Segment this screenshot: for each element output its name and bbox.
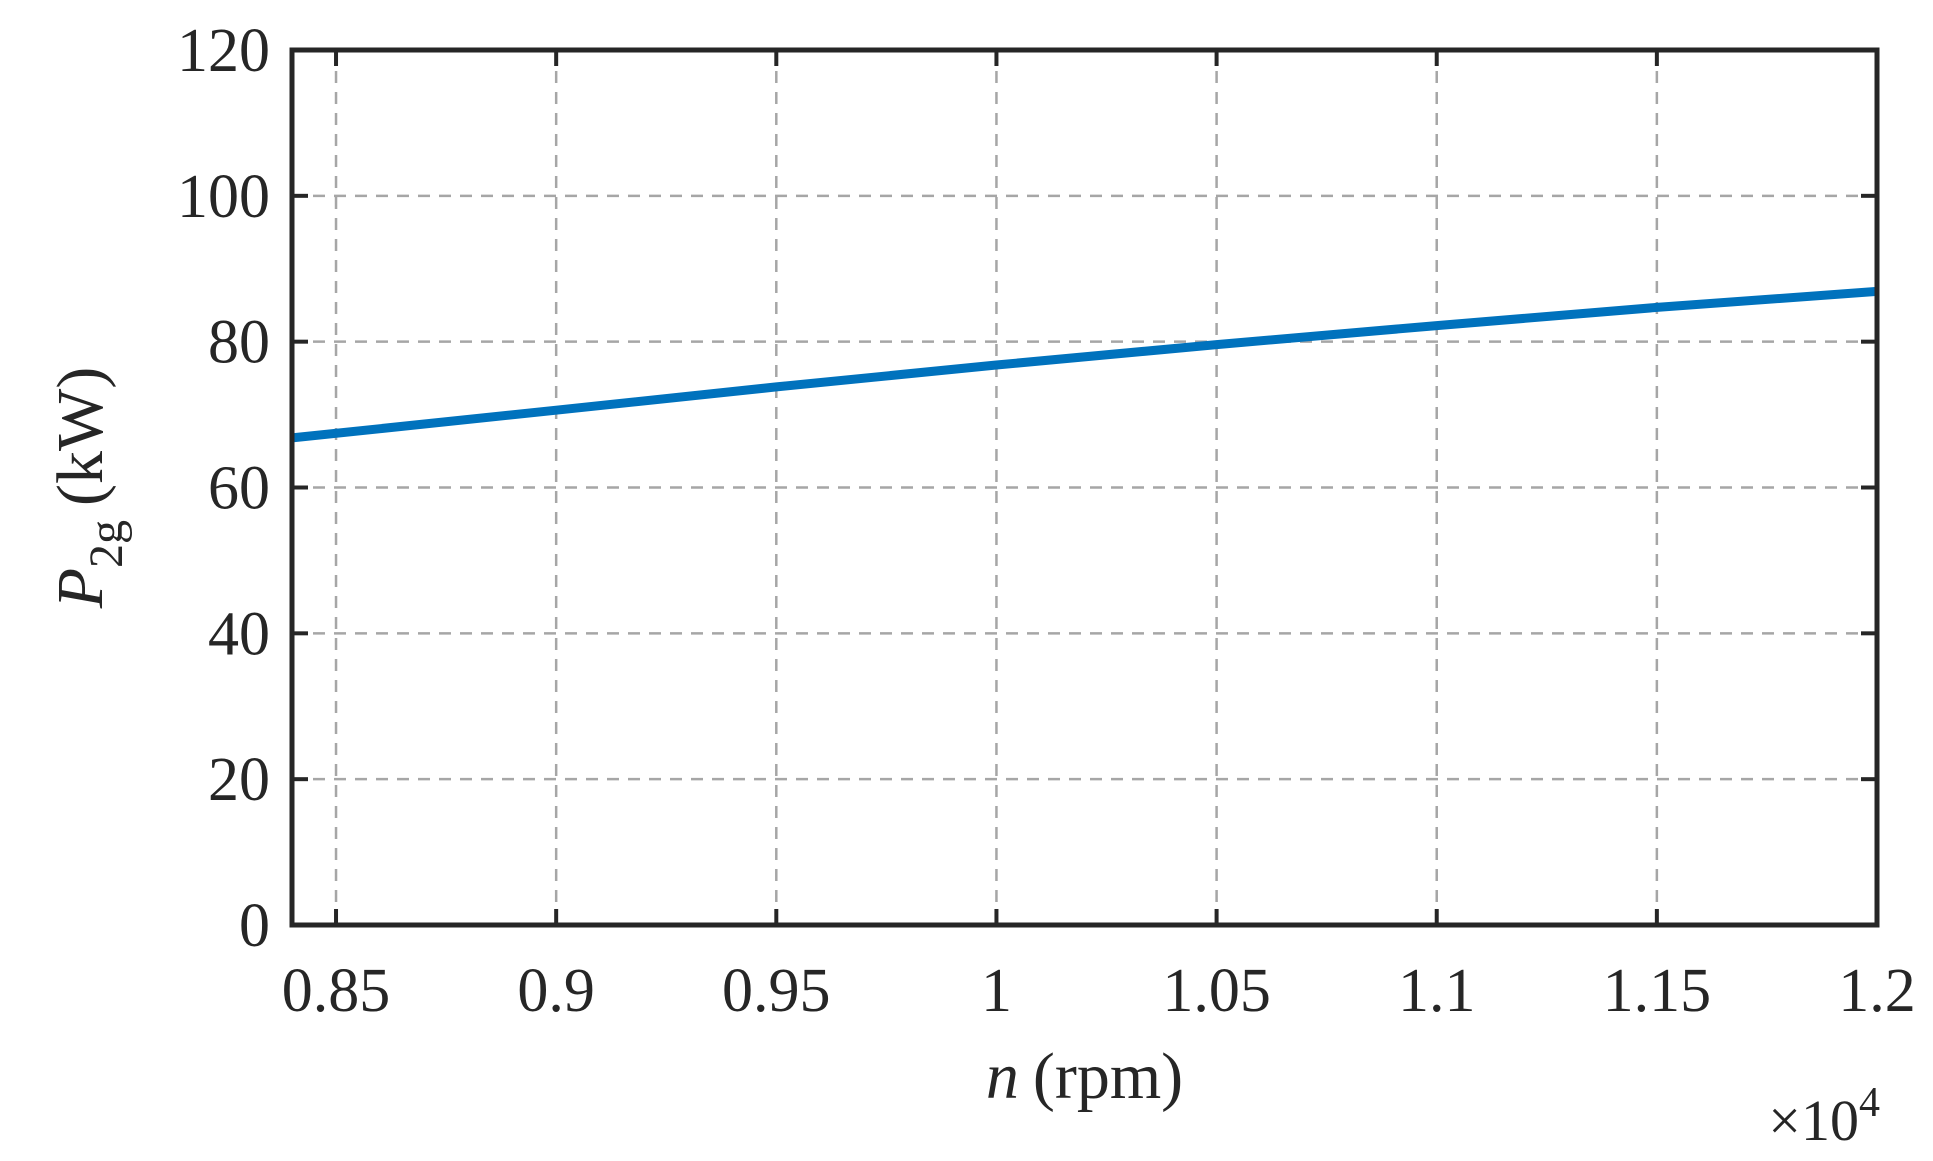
x-tick-label: 0.85 xyxy=(282,957,391,1025)
x-tick-label: 0.9 xyxy=(517,957,595,1025)
x-axis-unit: (rpm) xyxy=(1033,1040,1183,1113)
y-tick-label: 100 xyxy=(177,163,270,231)
x-axis-label: n (rpm) xyxy=(986,1040,1183,1113)
x-axis-multiplier: ×104 xyxy=(1768,1080,1880,1153)
y-axis-subscript: 2g xyxy=(80,520,133,568)
x-tick-label: 1 xyxy=(981,957,1012,1025)
tick-marks xyxy=(292,48,1879,927)
x-tick-label: 1.15 xyxy=(1603,957,1712,1025)
y-axis-label-group: P2g (kW) xyxy=(44,367,133,610)
y-tick-label: 60 xyxy=(208,455,270,523)
x-tick-label: 1.2 xyxy=(1838,957,1916,1025)
grid-lines xyxy=(292,50,1877,925)
y-tick-label: 40 xyxy=(208,600,270,668)
series-layer xyxy=(291,286,1878,443)
y-tick-labels: 0 20 40 60 80 100 120 xyxy=(177,17,270,960)
x-axis-multiplier-power: 4 xyxy=(1859,1080,1880,1126)
y-tick-label: 20 xyxy=(208,746,270,814)
x-axis-variable: n xyxy=(986,1040,1019,1113)
series-line xyxy=(291,286,1878,443)
x-tick-label: 0.95 xyxy=(722,957,831,1025)
x-tick-label: 1.1 xyxy=(1398,957,1476,1025)
y-tick-label: 0 xyxy=(239,892,270,960)
y-tick-label: 120 xyxy=(177,17,270,85)
y-axis-unit: (kW) xyxy=(44,367,117,506)
y-axis-variable: P xyxy=(44,568,117,609)
y-axis-label: P2g (kW) xyxy=(44,367,133,610)
x-tick-label: 1.05 xyxy=(1162,957,1271,1025)
x-axis-multiplier-base: ×10 xyxy=(1768,1088,1859,1153)
y-tick-label: 80 xyxy=(208,309,270,377)
x-tick-labels: 0.85 0.9 0.95 1 1.05 1.1 1.15 1.2 xyxy=(282,957,1916,1025)
